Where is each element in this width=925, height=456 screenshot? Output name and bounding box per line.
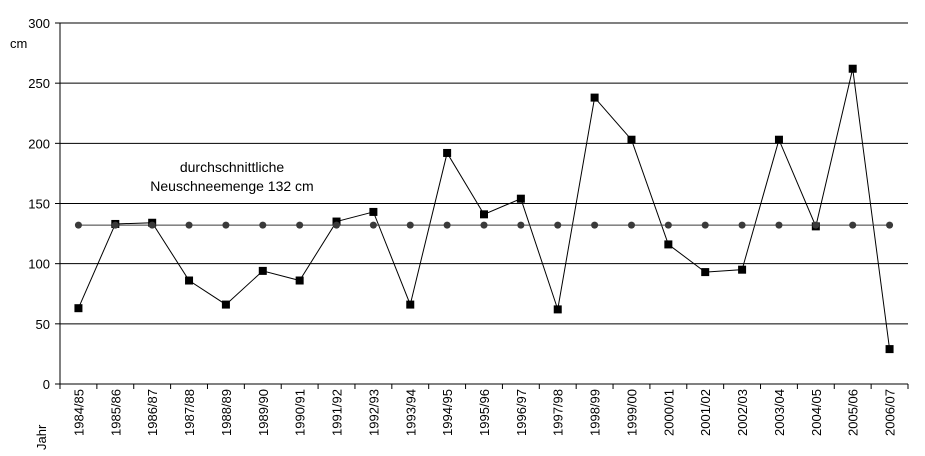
series-0-point bbox=[332, 217, 341, 226]
series-0-point bbox=[74, 304, 83, 313]
series-0-point bbox=[664, 240, 673, 249]
series-1-point bbox=[812, 221, 820, 229]
series-1-point bbox=[333, 221, 341, 229]
x-tick-label: 1995/96 bbox=[477, 389, 492, 436]
data-series bbox=[74, 64, 894, 354]
x-tick-label: 1993/94 bbox=[403, 389, 418, 436]
series-0-point bbox=[185, 276, 194, 285]
x-axis-label: Jahr bbox=[34, 424, 49, 450]
series-1-point bbox=[517, 221, 525, 229]
series-0-point bbox=[258, 266, 267, 275]
series-1-point bbox=[443, 221, 451, 229]
series-1-point bbox=[591, 221, 599, 229]
series-1-point bbox=[369, 221, 377, 229]
y-tick-label: 300 bbox=[28, 16, 50, 31]
series-1-point bbox=[222, 221, 230, 229]
series-1-point bbox=[148, 221, 156, 229]
series-1-point bbox=[775, 221, 783, 229]
series-1-point bbox=[701, 221, 709, 229]
x-tick-label: 1990/91 bbox=[293, 389, 308, 436]
average-annotation-line2: Neuschneemenge 132 cm bbox=[150, 178, 313, 194]
x-tick-label: 1988/89 bbox=[219, 389, 234, 436]
series-1-point bbox=[185, 221, 193, 229]
y-tick-label: 150 bbox=[28, 197, 50, 212]
series-1-point bbox=[480, 221, 488, 229]
series-0-point bbox=[516, 194, 525, 203]
x-tick-label: 2001/02 bbox=[698, 389, 713, 436]
series-1-point bbox=[406, 221, 414, 229]
series-0-point bbox=[443, 148, 452, 157]
series-0-point bbox=[221, 300, 230, 309]
x-tick-label: 1997/98 bbox=[551, 389, 566, 436]
x-tick-label: 1987/88 bbox=[182, 389, 197, 436]
x-tick-label: 1996/97 bbox=[514, 389, 529, 436]
x-tick-label: 1999/00 bbox=[624, 389, 639, 436]
x-tick-label: 2006/07 bbox=[883, 389, 898, 436]
series-0-point bbox=[774, 135, 783, 144]
series-1-point bbox=[74, 221, 82, 229]
x-tick-label: 2002/03 bbox=[735, 389, 750, 436]
x-tick-label: 1991/92 bbox=[330, 389, 345, 436]
y-tick-label: 50 bbox=[36, 317, 50, 332]
series-0-point bbox=[627, 135, 636, 144]
x-tick-label: 2003/04 bbox=[772, 389, 787, 436]
series-0-line bbox=[77, 68, 891, 350]
average-annotation-line1: durchschnittliche bbox=[180, 159, 284, 175]
series-1-point bbox=[627, 221, 635, 229]
y-tick-labels: 0 50 100 150 200 250 300 bbox=[28, 16, 60, 392]
x-tick-label: 1989/90 bbox=[256, 389, 271, 436]
series-0-point bbox=[590, 93, 599, 102]
series-1-point bbox=[664, 221, 672, 229]
series-1-point bbox=[886, 221, 894, 229]
series-0-point bbox=[738, 265, 747, 274]
series-1-point bbox=[296, 221, 304, 229]
x-tick-label: 1998/99 bbox=[588, 389, 603, 436]
series-0-point bbox=[480, 210, 488, 219]
x-tick-label: 1986/87 bbox=[145, 389, 160, 436]
series-0-point bbox=[553, 305, 562, 314]
series-0-point bbox=[406, 300, 415, 309]
x-tick-label: 1994/95 bbox=[440, 389, 455, 436]
y-axis-label: cm bbox=[10, 36, 27, 51]
x-tick-label: 1985/86 bbox=[108, 389, 123, 436]
series-1-point bbox=[111, 221, 119, 229]
x-tick-label: 1984/85 bbox=[71, 389, 86, 436]
grid-lines bbox=[60, 22, 908, 325]
series-0-point bbox=[295, 276, 304, 285]
series-1-point bbox=[738, 221, 746, 229]
y-tick-label: 250 bbox=[28, 76, 50, 91]
series-1-point bbox=[849, 221, 857, 229]
y-tick-label: 0 bbox=[43, 377, 50, 392]
series-0-point bbox=[848, 64, 857, 73]
series-0-point bbox=[369, 207, 378, 216]
x-tick-label: 1992/93 bbox=[366, 389, 381, 436]
x-tick-labels: 1984/85 1985/86 1986/87 1987/88 1988/89 1989/… bbox=[59, 384, 909, 436]
x-tick-label: 2004/05 bbox=[809, 389, 824, 436]
series-1-point bbox=[259, 221, 267, 229]
x-tick-label: 2000/01 bbox=[661, 389, 676, 436]
x-tick-label: 2005/06 bbox=[846, 389, 861, 436]
y-tick-label: 200 bbox=[28, 136, 50, 151]
series-0-point bbox=[885, 345, 894, 354]
series-0-point bbox=[701, 268, 710, 277]
y-tick-label: 100 bbox=[28, 257, 50, 272]
series-1-point bbox=[554, 221, 562, 229]
